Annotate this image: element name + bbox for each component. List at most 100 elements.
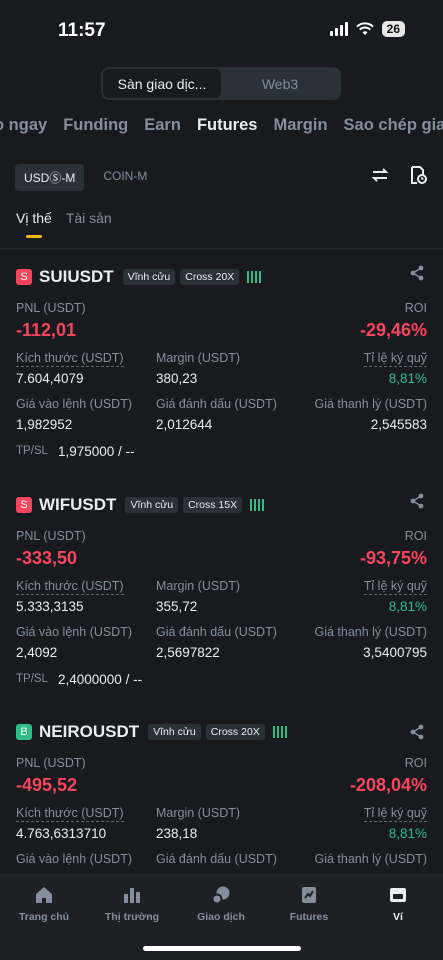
- tab-coinm[interactable]: COIN-M: [103, 169, 148, 183]
- margin-ratio-value: 8,81%: [388, 599, 427, 614]
- contract-type-tag: Vĩnh cửu: [125, 497, 179, 513]
- entry-price-value: 1,982952: [16, 417, 73, 432]
- roi-label: ROI: [404, 529, 427, 543]
- leverage-tag[interactable]: Cross 20X: [205, 724, 265, 740]
- leverage-tag[interactable]: Cross 15X: [183, 497, 243, 513]
- liq-price-label: Giá thanh lý (USDT): [314, 852, 427, 866]
- tab-positions[interactable]: Vị thế: [16, 210, 52, 238]
- margin-ratio-label[interactable]: Tỉ lệ ký quỹ: [363, 351, 427, 367]
- tab-usdm[interactable]: USDⓈ-M: [15, 164, 85, 191]
- margin-ratio-label[interactable]: Tỉ lệ ký quỹ: [363, 579, 427, 595]
- margin-label: Margin (USDT): [156, 806, 241, 820]
- mark-price-label: Giá đánh dấu (USDT): [156, 397, 277, 411]
- tab-futures[interactable]: Futures: [196, 116, 258, 134]
- tab-copy-trading[interactable]: Sao chép giao: [343, 116, 443, 134]
- history-icon[interactable]: [409, 166, 427, 184]
- position-tabs: Vị thế Tài sản: [16, 210, 112, 238]
- position-symbol[interactable]: SUIUSDT: [39, 267, 114, 286]
- liq-price-value: 2,545583: [370, 417, 427, 432]
- size-value: 4.763,6313710: [16, 826, 107, 841]
- margin-value: 380,23: [156, 371, 198, 386]
- margin-label: Margin (USDT): [156, 579, 241, 593]
- nav-markets-label: Thị trường: [104, 911, 160, 923]
- share-icon[interactable]: [409, 493, 425, 509]
- status-time: 11:57: [58, 20, 106, 41]
- margin-label: Margin (USDT): [156, 351, 241, 365]
- exchange-mode-button[interactable]: Sàn giao dịc...: [103, 69, 221, 98]
- pnl-label: PNL (USDT): [16, 301, 86, 315]
- nav-trade-label: Giao dịch: [197, 911, 245, 923]
- main-tabs: o ngay Funding Earn Futures Margin Sao c…: [0, 116, 443, 135]
- liq-price-value: 3,5400795: [363, 645, 427, 660]
- pnl-value: -495,52: [16, 775, 78, 795]
- position-header: B NEIROUSDT Vĩnh cửu Cross 20X: [16, 722, 287, 742]
- nav-trade[interactable]: Giao dịch: [177, 885, 265, 923]
- adl-indicator-icon: [247, 271, 262, 283]
- entry-price-value: 2,4092: [16, 645, 58, 660]
- status-bar: 11:57 26: [0, 0, 443, 60]
- margin-ratio-value: 8,81%: [388, 826, 427, 841]
- roi-label: ROI: [404, 301, 427, 315]
- side-badge: B: [16, 724, 32, 740]
- position-card: S WIFUSDT Vĩnh cửu Cross 15X PNL (USDT) …: [0, 493, 443, 715]
- futures-type-tabs: USDⓈ-M COIN-M: [15, 164, 156, 191]
- side-badge: S: [16, 269, 32, 285]
- transfer-icon[interactable]: [371, 166, 389, 184]
- trade-icon: [211, 886, 230, 905]
- margin-ratio-label[interactable]: Tỉ lệ ký quỹ: [363, 806, 427, 822]
- bar-chart-icon: [124, 888, 140, 903]
- nav-futures[interactable]: Futures: [265, 885, 353, 923]
- nav-wallet[interactable]: Ví: [354, 885, 442, 923]
- contract-type-tag: Vĩnh cửu: [122, 269, 176, 285]
- position-header: S WIFUSDT Vĩnh cửu Cross 15X: [16, 495, 265, 515]
- size-value: 7.604,4079: [16, 371, 84, 386]
- tab-assets[interactable]: Tài sản: [65, 210, 112, 226]
- futures-icon: [302, 887, 316, 903]
- size-value: 5.333,3135: [16, 599, 84, 614]
- entry-price-label: Giá vào lệnh (USDT): [16, 852, 133, 866]
- tab-funding[interactable]: Funding: [63, 116, 129, 134]
- home-icon: [36, 887, 52, 903]
- margin-value: 238,18: [156, 826, 198, 841]
- tpsl-value[interactable]: 1,975000 / --: [58, 444, 135, 459]
- tab-convert[interactable]: o ngay: [0, 116, 48, 134]
- nav-markets[interactable]: Thị trường: [88, 885, 176, 923]
- tpsl-label: TP/SL: [16, 673, 48, 685]
- tab-earn[interactable]: Earn: [144, 116, 181, 134]
- status-icons: 26: [329, 21, 405, 37]
- size-label[interactable]: Kích thước (USDT): [16, 579, 124, 595]
- position-header: S SUIUSDT Vĩnh cửu Cross 20X: [16, 267, 262, 287]
- leverage-tag[interactable]: Cross 20X: [180, 269, 240, 285]
- nav-home[interactable]: Trang chủ: [0, 885, 88, 923]
- mark-price-label: Giá đánh dấu (USDT): [156, 625, 277, 639]
- nav-futures-label: Futures: [289, 911, 329, 923]
- share-icon[interactable]: [409, 724, 425, 740]
- bottom-nav: Trang chủ Thị trường Giao dịch Futures V…: [0, 873, 443, 960]
- tab-margin[interactable]: Margin: [273, 116, 328, 134]
- position-card: B NEIROUSDT Vĩnh cửu Cross 20X PNL (USDT…: [0, 722, 443, 873]
- nav-home-label: Trang chủ: [18, 911, 70, 923]
- margin-ratio-value: 8,81%: [388, 371, 427, 386]
- side-badge: S: [16, 497, 32, 513]
- size-label[interactable]: Kích thước (USDT): [16, 351, 124, 367]
- position-symbol[interactable]: NEIROUSDT: [39, 722, 140, 741]
- futures-actions: [371, 166, 427, 184]
- roi-value: -93,75%: [359, 548, 427, 568]
- mark-price-label: Giá đánh dấu (USDT): [156, 852, 277, 866]
- entry-price-label: Giá vào lệnh (USDT): [16, 397, 133, 411]
- size-label[interactable]: Kích thước (USDT): [16, 806, 124, 822]
- roi-value: -29,46%: [359, 320, 427, 340]
- tpsl-value[interactable]: 2,4000000 / --: [58, 672, 143, 687]
- position-symbol[interactable]: WIFUSDT: [39, 495, 117, 514]
- mark-price-value: 2,012644: [156, 417, 213, 432]
- share-icon[interactable]: [409, 265, 425, 281]
- pnl-label: PNL (USDT): [16, 529, 86, 543]
- tpsl-label: TP/SL: [16, 445, 48, 457]
- pnl-label: PNL (USDT): [16, 756, 86, 770]
- web3-mode-button[interactable]: Web3: [261, 75, 299, 92]
- mode-switcher: Sàn giao dịc... Web3: [101, 67, 341, 100]
- nav-wallet-label: Ví: [393, 911, 403, 923]
- pnl-value: -333,50: [16, 548, 78, 568]
- divider: [0, 248, 443, 249]
- adl-indicator-icon: [250, 499, 265, 511]
